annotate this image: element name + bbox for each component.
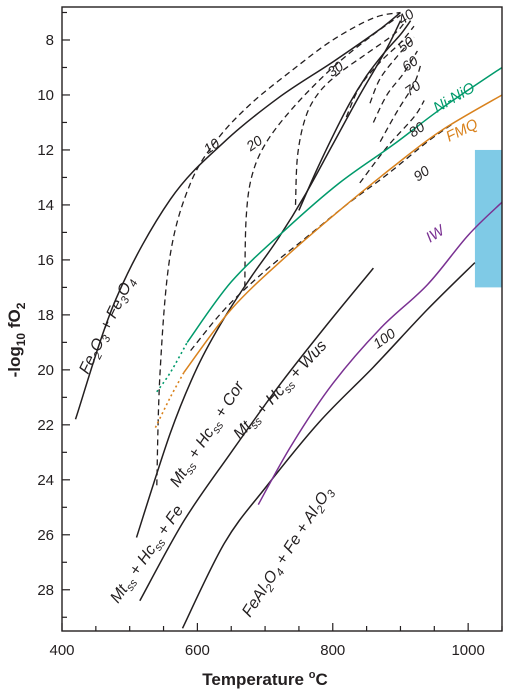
series-fmq-extrapolated bbox=[154, 372, 185, 428]
y-tick-label: 18 bbox=[37, 307, 54, 324]
contour-10 bbox=[156, 11, 401, 486]
plot-frame bbox=[61, 6, 503, 632]
contour-30 bbox=[294, 23, 405, 205]
y-tick-label: 16 bbox=[37, 252, 54, 269]
y-tick-label: 10 bbox=[37, 87, 54, 104]
y-tick-label: 14 bbox=[37, 197, 54, 214]
x-tick-label: 400 bbox=[49, 642, 74, 659]
x-tick-label: 600 bbox=[185, 642, 210, 659]
series-mtHcCor bbox=[135, 20, 402, 538]
contour-50 bbox=[369, 36, 415, 104]
contour-60 bbox=[372, 50, 418, 123]
y-tick-label: 12 bbox=[37, 142, 54, 159]
shaded-region bbox=[474, 149, 502, 288]
axes-layer: 400 600 800 1000 8 10 12 14 16 18 20 22 24 26 28 bbox=[37, 6, 503, 659]
label-fe2o3-fe3o4: Fe2O3 + Fe3O4 bbox=[76, 275, 140, 379]
x-tick-label: 1000 bbox=[451, 642, 484, 659]
y-axis-title: -log10 fO2 bbox=[5, 302, 28, 377]
series-fmq bbox=[183, 94, 503, 374]
contour-layer bbox=[156, 11, 455, 486]
contour-90 bbox=[190, 121, 455, 352]
contour-label-20: 20 bbox=[242, 132, 265, 155]
y-tick-label: 24 bbox=[37, 472, 54, 489]
y-tick-label: 22 bbox=[37, 417, 54, 434]
series-fe2o3 bbox=[74, 11, 401, 420]
x-axis-title: Temperature oC bbox=[202, 669, 327, 689]
series-nno bbox=[186, 66, 503, 343]
series-mtHcFe bbox=[139, 267, 374, 602]
contour-70 bbox=[379, 64, 422, 143]
y-tick-label: 28 bbox=[37, 582, 54, 599]
solid-curve-layer bbox=[74, 11, 503, 629]
series-iw bbox=[257, 201, 503, 505]
series-feal bbox=[181, 262, 476, 629]
shaded-region-layer bbox=[474, 149, 502, 288]
y-tick-label: 26 bbox=[37, 527, 54, 544]
x-tick-label: 800 bbox=[320, 642, 345, 659]
contour-40 bbox=[345, 25, 415, 118]
contour-20 bbox=[244, 14, 401, 288]
y-tick-label: 8 bbox=[46, 32, 54, 49]
y-tick-label: 20 bbox=[37, 362, 54, 379]
series-mtHcWus bbox=[298, 20, 412, 211]
